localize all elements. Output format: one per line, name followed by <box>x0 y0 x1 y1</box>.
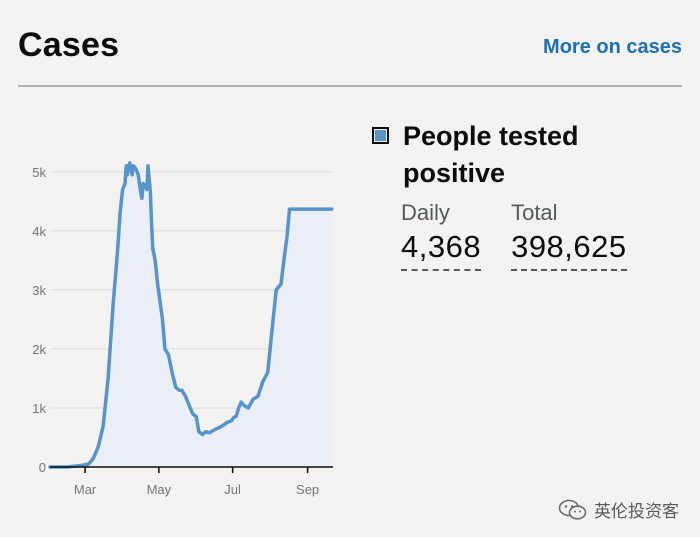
y-tick-label: 5k <box>32 165 46 180</box>
y-tick-label: 0 <box>39 460 46 475</box>
page-title: Cases <box>18 26 120 64</box>
cases-chart: 0 1k 2k 3k 4k 5k Mar May Jul Sep <box>32 161 334 497</box>
headline-stats: Daily 4,368 Total 398,625 <box>401 200 657 271</box>
y-tick-label: 4k <box>32 224 46 239</box>
series-legend: People tested positive <box>372 118 682 192</box>
total-label: Total <box>511 200 558 225</box>
total-stat: Total 398,625 <box>511 200 627 271</box>
y-tick-label: 3k <box>32 283 46 298</box>
watermark: 英伦投资客 <box>558 497 679 522</box>
y-tick-label: 2k <box>32 342 46 357</box>
headline-panel: People tested positive Daily 4,368 Total… <box>372 118 682 271</box>
y-tick-label: 1k <box>32 401 46 416</box>
x-tick-label: Jul <box>224 482 241 497</box>
x-tick-label: May <box>147 482 172 497</box>
watermark-text: 英伦投资客 <box>594 502 679 522</box>
total-value[interactable]: 398,625 <box>511 227 627 271</box>
series-swatch-icon <box>372 127 389 144</box>
x-tick-label: Sep <box>296 482 319 497</box>
more-on-cases-link[interactable]: More on cases <box>543 36 682 58</box>
wechat-logo-icon <box>558 499 587 520</box>
page-header: Cases More on cases <box>18 0 682 86</box>
series-name: People tested positive <box>403 121 579 188</box>
daily-label: Daily <box>401 200 450 225</box>
header-divider <box>18 85 682 87</box>
daily-stat: Daily 4,368 <box>401 200 482 271</box>
x-tick-label: Mar <box>74 482 97 497</box>
daily-value[interactable]: 4,368 <box>401 227 482 271</box>
series-line <box>48 161 334 469</box>
